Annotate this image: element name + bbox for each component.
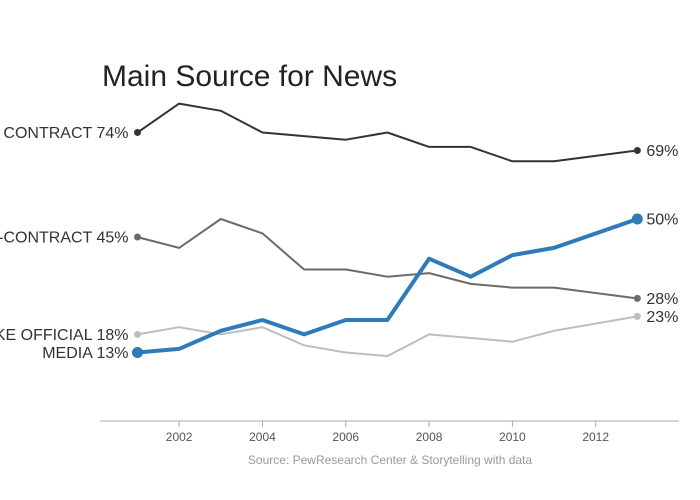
- series-end-point: [631, 213, 643, 225]
- series-start-point: [133, 128, 141, 136]
- series-end-label: 28%: [646, 291, 678, 308]
- series-start-point: [133, 330, 141, 338]
- series-start-point: [131, 346, 143, 358]
- series-3: MEDIA 13% 50%: [42, 212, 678, 362]
- x-tick-label: 2010: [499, 430, 526, 444]
- x-tick-label: 2002: [166, 430, 193, 444]
- x-tick-label: 2012: [582, 430, 609, 444]
- series-end-point: [633, 146, 641, 154]
- series-label: -CONTRACT 45%: [0, 230, 128, 247]
- series-group: CONTRACT 74%69%-CONTRACT 45%28%KE OFFICI…: [0, 102, 678, 362]
- x-tick-label: 2008: [416, 430, 443, 444]
- series-line: [136, 102, 639, 163]
- series-0: CONTRACT 74% 69%: [3, 102, 678, 163]
- series-label: CONTRACT 74%: [3, 125, 128, 142]
- series-end-point: [633, 312, 641, 320]
- series-end-label: 50%: [646, 212, 678, 229]
- series-line: [135, 217, 640, 355]
- series-line: [136, 218, 639, 300]
- series-label: KE OFFICIAL 18%: [0, 327, 128, 344]
- series-start-point: [133, 233, 141, 241]
- series-end-label: 69%: [646, 143, 678, 160]
- chart-title: Main Source for News: [102, 60, 397, 93]
- x-tick-label: 2004: [249, 430, 276, 444]
- source-note: Source: PewResearch Center & Storytellin…: [248, 453, 532, 467]
- series-2: KE OFFICIAL 18% 23%: [0, 309, 678, 358]
- series-end-label: 23%: [646, 309, 678, 326]
- series-label: MEDIA 13%: [42, 345, 128, 362]
- x-tick-label: 2006: [332, 430, 359, 444]
- series-end-point: [633, 294, 641, 302]
- x-axis-ticks: 2002 2004 2006 2008 2010 2012: [166, 421, 609, 444]
- series-1: -CONTRACT 45% 28%: [0, 218, 678, 308]
